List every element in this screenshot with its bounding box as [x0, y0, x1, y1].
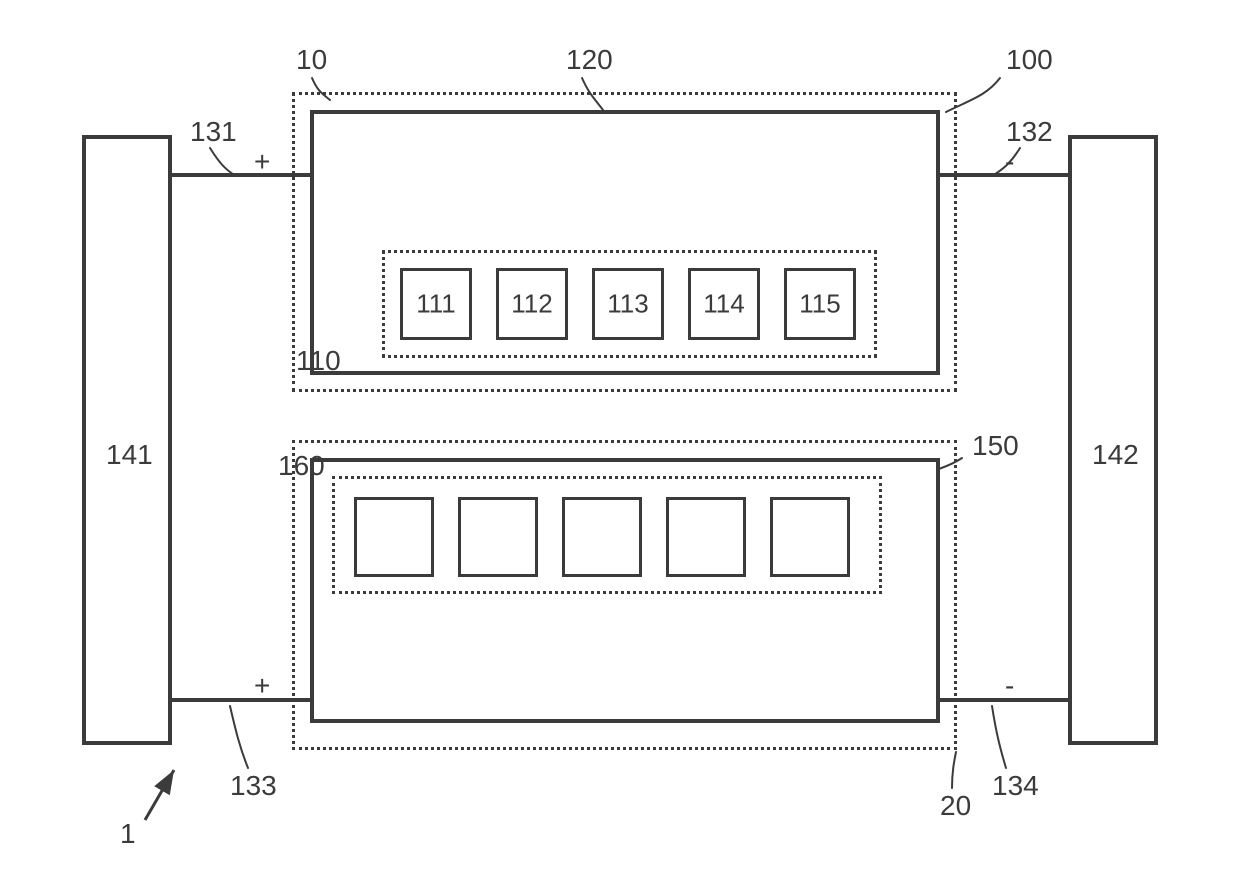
block-right-label: 142	[1092, 439, 1139, 471]
top-cell-0: 111	[400, 268, 472, 340]
block-left: 141	[82, 135, 172, 745]
sign-br: -	[1005, 670, 1014, 702]
leader-20	[952, 752, 956, 788]
ref-label-100: 100	[1006, 44, 1053, 76]
ref-label-110: 110	[296, 345, 341, 377]
top-cell-0-label: 111	[403, 289, 469, 320]
top-cell-2-label: 113	[595, 289, 661, 320]
bottom-cell-4	[770, 497, 850, 577]
ref-label-120: 120	[566, 44, 613, 76]
bottom-cell-0	[354, 497, 434, 577]
ref-label-150: 150	[972, 430, 1019, 462]
top-cell-3-label: 114	[691, 289, 757, 320]
ref-label-20: 20	[940, 790, 971, 822]
ref-label-134: 134	[992, 770, 1039, 802]
leader-134	[992, 706, 1006, 768]
ref-label-132: 132	[1006, 116, 1053, 148]
leader-131	[210, 148, 236, 176]
leader-133	[230, 706, 248, 768]
block-left-label: 141	[106, 439, 153, 471]
bottom-cell-1	[458, 497, 538, 577]
bottom-cell-2	[562, 497, 642, 577]
top-cell-2: 113	[592, 268, 664, 340]
block-right: 142	[1068, 135, 1158, 745]
sign-bl: +	[254, 670, 270, 702]
ref-label-133: 133	[230, 770, 277, 802]
top-cell-3: 114	[688, 268, 760, 340]
top-cell-1-label: 112	[499, 289, 565, 320]
ref-label-131: 131	[190, 116, 237, 148]
ref-label-10: 10	[296, 44, 327, 76]
sign-tl: +	[254, 146, 270, 178]
diagram-stage: 141142111112113114115+-+-101201001311321…	[0, 0, 1240, 894]
top-cell-4-label: 115	[787, 289, 853, 320]
ref-label-160: 160	[278, 450, 325, 482]
bottom-cell-3	[666, 497, 746, 577]
top-cell-4: 115	[784, 268, 856, 340]
top-cell-1: 112	[496, 268, 568, 340]
figure-ref-label: 1	[120, 818, 136, 850]
figure-ref-arrow	[145, 770, 174, 820]
sign-tr: -	[1005, 146, 1014, 178]
